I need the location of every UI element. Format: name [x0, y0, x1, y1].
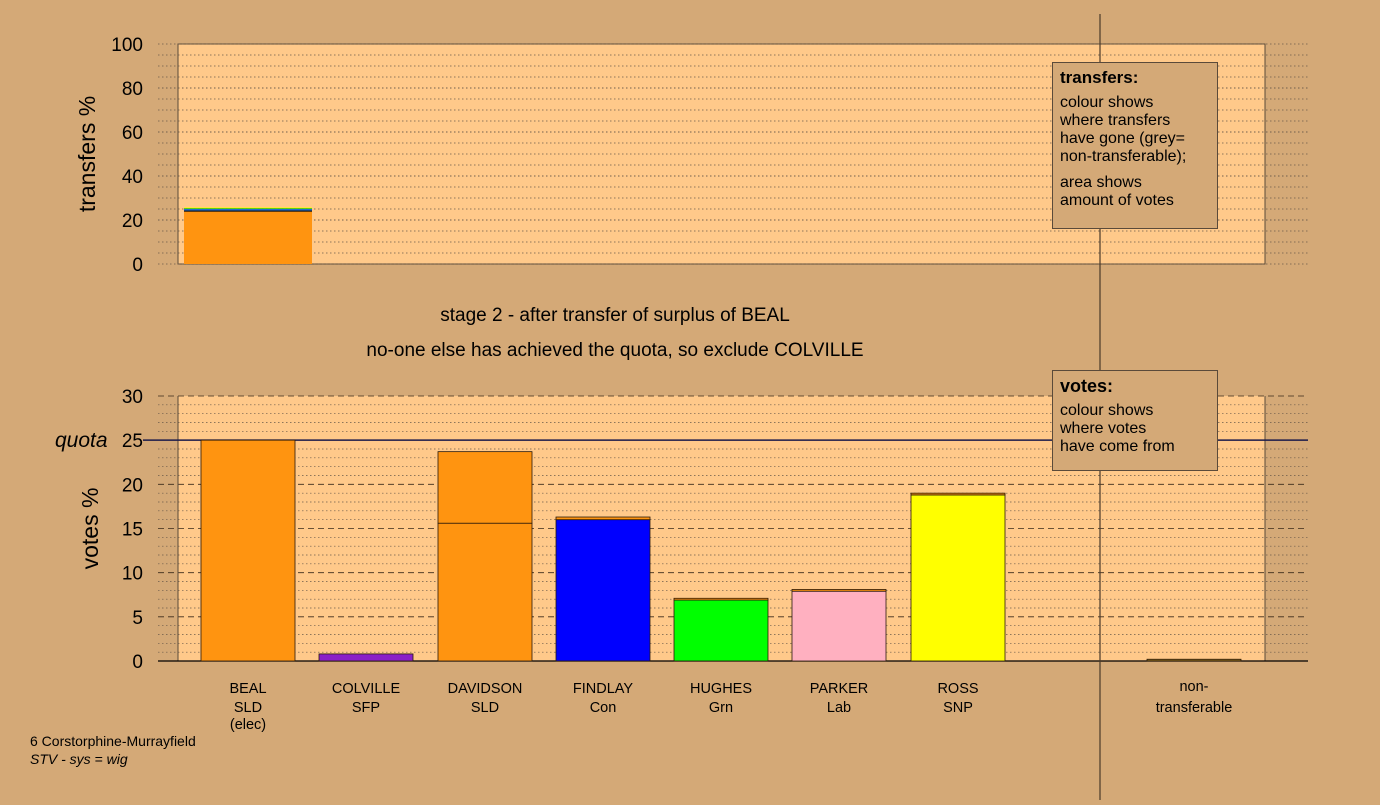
nontransferable-label: non-	[1179, 679, 1208, 695]
votes-bar-segment	[555, 519, 651, 662]
votes-bar-segment	[791, 590, 887, 662]
votes-legend-colour-note: colour shows where votes have come from	[1060, 402, 1210, 456]
transfers-legend-line: colour shows	[1060, 94, 1154, 111]
candidate-name-label: HUGHES	[690, 681, 752, 697]
transfers-legend-area-note: area shows amount of votes	[1060, 174, 1210, 210]
candidate-name-label: PARKER	[810, 681, 869, 697]
votes-bar-segment	[910, 492, 1006, 496]
votes-legend-title: votes:	[1060, 376, 1114, 396]
votes-legend-line: where votes	[1060, 420, 1147, 437]
candidate-name-label: COLVILLE	[332, 681, 401, 697]
votes-legend-line: have come from	[1060, 438, 1175, 455]
transfers-legend-line: amount of votes	[1060, 192, 1174, 209]
votes-bar-segment	[437, 451, 533, 524]
transfers-y-tick-label: 100	[111, 35, 143, 56]
candidate-name-label: FINDLAY	[573, 681, 633, 697]
candidate-name-label: ROSS	[937, 681, 978, 697]
votes-bar-segment	[673, 597, 769, 601]
transfers-legend-colour-note: colour shows where transfers have gone (…	[1060, 94, 1210, 166]
candidate-party-label: Lab	[827, 700, 851, 716]
transfers-bar-segment	[184, 207, 312, 209]
candidate-name-label: DAVIDSON	[448, 681, 523, 697]
transfers-bar-segment	[184, 210, 312, 212]
transfers-legend-line: where transfers	[1060, 112, 1171, 129]
transfers-bar-segment	[184, 211, 312, 264]
votes-bar-segment	[437, 522, 533, 662]
votes-y-tick-label: 0	[132, 652, 143, 673]
candidate-party-label: Con	[590, 700, 617, 716]
candidate-party-label: SLD	[234, 700, 262, 716]
transfers-bar-segment	[184, 208, 312, 209]
transfers-legend-line: have gone (grey=	[1060, 130, 1185, 147]
votes-legend-line: colour shows	[1060, 402, 1154, 419]
votes-bar-segment	[791, 589, 887, 592]
constituency-label: 6 Corstorphine-Murrayfield	[30, 733, 196, 749]
votes-bar-segment	[910, 494, 1006, 662]
transfers-y-tick-label: 40	[122, 167, 143, 188]
candidate-party-label: SFP	[352, 700, 380, 716]
transfers-y-tick-label: 80	[122, 79, 143, 100]
stage-subtitle: no-one else has achieved the quota, so e…	[366, 340, 864, 361]
candidate-note-label: (elec)	[230, 717, 266, 733]
votes-bar-segment	[673, 599, 769, 662]
transfers-y-tick-label: 20	[122, 211, 143, 232]
votes-y-tick-label: 30	[122, 387, 143, 408]
candidate-party-label: SNP	[943, 700, 973, 716]
transfers-y-axis-label: transfers %	[74, 96, 100, 212]
votes-y-tick-label: 25	[122, 431, 143, 452]
transfers-bar-segment	[184, 208, 312, 211]
votes-y-tick-label: 10	[122, 564, 143, 585]
stage-title: stage 2 - after transfer of surplus of B…	[440, 305, 790, 326]
votes-y-tick-label: 15	[122, 520, 143, 541]
transfers-legend-line: non-transferable);	[1060, 148, 1187, 165]
candidate-party-label: Grn	[709, 700, 733, 716]
transfers-y-tick-label: 60	[122, 123, 143, 144]
quota-label: quota	[55, 429, 108, 452]
nontransferable-label: transferable	[1156, 700, 1233, 716]
transfers-y-tick-label: 0	[132, 255, 143, 276]
votes-y-axis-label: votes %	[77, 488, 103, 570]
transfers-legend: transfers: colour shows where transfers …	[1052, 62, 1218, 229]
system-label: STV - sys = wig	[30, 751, 128, 767]
transfers-legend-line: area shows	[1060, 174, 1142, 191]
votes-bar-segment	[555, 516, 651, 521]
votes-bar-segment	[200, 439, 296, 662]
nontransferable-bar	[1146, 658, 1242, 662]
votes-y-tick-label: 5	[132, 608, 143, 629]
votes-y-tick-label: 20	[122, 475, 143, 496]
transfers-legend-title: transfers:	[1060, 68, 1139, 87]
candidate-name-label: BEAL	[229, 681, 266, 697]
votes-bar-segment	[318, 653, 414, 662]
candidate-party-label: SLD	[471, 700, 499, 716]
votes-legend: votes: colour shows where votes have com…	[1052, 370, 1218, 471]
